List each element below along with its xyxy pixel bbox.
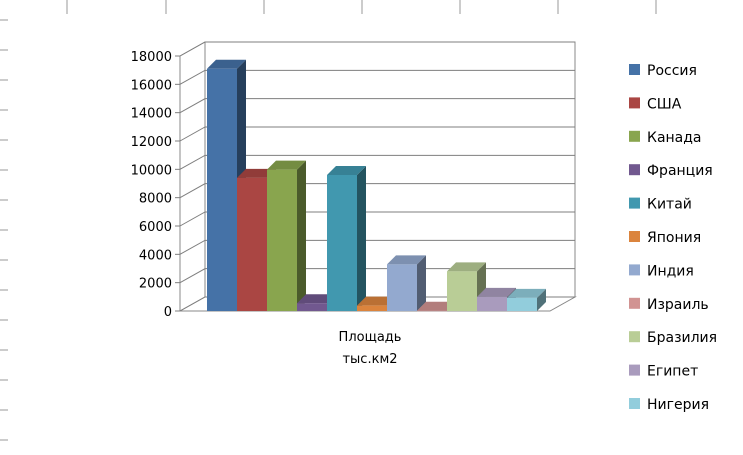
legend-label: Франция <box>647 163 713 179</box>
legend-swatch <box>629 164 640 176</box>
y-tick-label: 14000 <box>131 107 172 122</box>
y-tick-label: 16000 <box>131 78 172 93</box>
legend-swatch <box>629 398 640 409</box>
legend-item: Россия <box>629 63 697 79</box>
legend-item: Канада <box>629 130 702 146</box>
bar-side <box>357 166 366 311</box>
y-gridline <box>179 154 575 170</box>
bar-top <box>387 255 426 265</box>
y-tick-label: 18000 <box>131 50 172 65</box>
bar-side <box>297 160 306 311</box>
bar-top <box>327 166 366 175</box>
y-gridline <box>179 211 575 227</box>
bar-front <box>387 264 417 311</box>
legend-item: Индия <box>629 263 694 279</box>
y-gridline <box>179 69 575 85</box>
bar-top <box>507 288 546 298</box>
bar-series <box>207 59 546 312</box>
legend-label: Индия <box>647 263 694 279</box>
bar-5[interactable] <box>327 166 366 311</box>
bar-front <box>417 310 447 312</box>
legend-item: Израиль <box>629 297 709 313</box>
legend-swatch <box>629 197 640 209</box>
legend-item: США <box>629 96 682 112</box>
legend-swatch <box>629 97 640 109</box>
legend-swatch <box>629 231 640 242</box>
bar-top <box>237 168 276 178</box>
legend-item: Япония <box>629 230 701 246</box>
bar-front <box>507 297 537 311</box>
legend-item: Бразилия <box>629 330 717 346</box>
legend-label: Бразилия <box>647 330 717 346</box>
bar-front <box>237 177 267 311</box>
legend-swatch <box>629 264 640 276</box>
y-tick-label: 0 <box>164 305 172 320</box>
bar-front <box>207 68 237 311</box>
bar-top <box>357 296 396 306</box>
sheet-gridlines <box>0 0 657 441</box>
legend-label: Китай <box>647 197 692 213</box>
chart[interactable]: 0 2000 4000 6000 8000 10000 12000 14000 16000 180… <box>131 41 717 413</box>
y-gridline <box>179 183 575 199</box>
legend-item: Нигерия <box>629 397 709 413</box>
legend-label: Египет <box>647 364 698 380</box>
bar-side <box>417 255 426 311</box>
legend-label: США <box>647 96 682 112</box>
legend-label: Нигерия <box>647 397 709 413</box>
bar-front <box>327 175 357 311</box>
bar-top <box>267 160 306 170</box>
y-gridline <box>179 239 575 255</box>
legend-swatch <box>629 331 640 343</box>
category-label-line1: Площадь <box>339 330 402 345</box>
bar-front <box>297 303 327 311</box>
legend-item: Франция <box>629 163 713 179</box>
bar-7[interactable] <box>387 255 426 311</box>
bar-top <box>207 59 246 69</box>
legend-label: Россия <box>647 63 697 79</box>
y-gridline <box>179 98 575 114</box>
bar-top <box>417 301 456 311</box>
legend-swatch <box>629 364 640 376</box>
legend-swatch <box>629 64 640 75</box>
legend-swatch <box>629 297 640 309</box>
y-tick-label: 10000 <box>131 163 172 178</box>
category-label-line2: тыс.км2 <box>342 352 397 367</box>
bar-top <box>447 262 486 272</box>
y-tick-label: 8000 <box>139 192 172 207</box>
bar-top <box>297 294 336 304</box>
bar-front <box>477 296 507 311</box>
legend-item: Египет <box>629 364 698 380</box>
legend: Россия США Канада Франция Китай Япония Индия Из… <box>629 63 717 413</box>
bar-front <box>267 169 297 311</box>
legend-swatch <box>629 130 640 142</box>
y-tick-label: 6000 <box>139 220 172 235</box>
legend-label: Канада <box>647 130 702 146</box>
bar-front <box>357 305 387 311</box>
bar-3[interactable] <box>267 160 306 311</box>
legend-label: Израиль <box>647 297 709 313</box>
bar-top <box>477 287 516 297</box>
y-axis-tick-labels: 0 2000 4000 6000 8000 10000 12000 14000 16000 180… <box>131 50 172 320</box>
bar-11[interactable] <box>507 288 546 311</box>
y-tick-label: 2000 <box>139 277 172 292</box>
y-gridline <box>179 41 575 57</box>
legend-item: Китай <box>629 197 692 213</box>
y-gridline <box>179 126 575 142</box>
bar-side <box>537 288 546 311</box>
legend-label: Япония <box>647 230 701 246</box>
y-tick-label: 4000 <box>139 248 172 263</box>
y-tick-label: 12000 <box>131 135 172 150</box>
bar-front <box>447 271 477 311</box>
